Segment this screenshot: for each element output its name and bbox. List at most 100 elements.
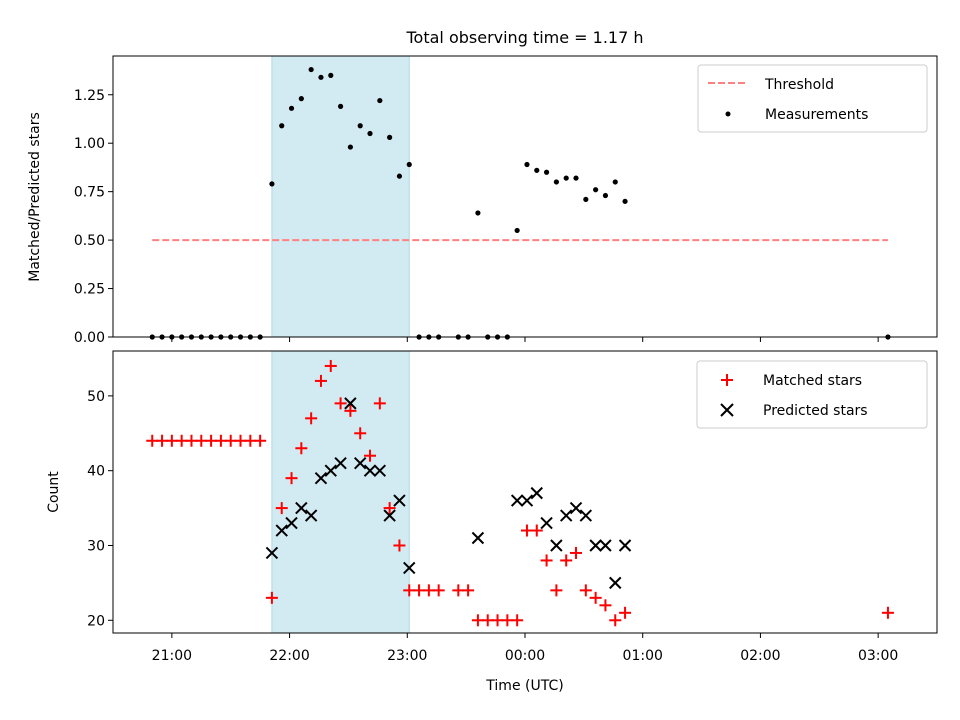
predicted-stars-points	[265, 397, 632, 590]
matched-star-point-20	[344, 404, 357, 417]
measurement-point-13	[279, 123, 285, 129]
bottom-legend-box	[696, 360, 928, 429]
legend-measurement-swatch	[725, 111, 731, 117]
legend-threshold-label: Threshold	[764, 77, 834, 93]
matched-star-point-14	[285, 472, 298, 485]
predicted-star-point-21	[559, 509, 573, 522]
legend-predicted-label: Predicted stars	[763, 403, 868, 419]
top-ytick-label-1_00: 1.00	[74, 136, 105, 152]
measurement-point-41	[563, 175, 569, 181]
matched-star-point-21	[354, 427, 367, 440]
matched-star-point-22	[364, 449, 377, 462]
predicted-star-point-15	[471, 531, 485, 545]
matched-star-point-44	[589, 591, 602, 604]
matched-star-point-42	[570, 546, 583, 559]
predicted-star-point-9	[353, 456, 367, 470]
measurement-point-43	[583, 196, 589, 203]
measurement-point-16	[308, 66, 314, 73]
matched-star-point-36	[511, 614, 524, 627]
measurement-point-15	[298, 96, 304, 102]
matched-star-point-41	[560, 554, 573, 567]
measurement-point-14	[288, 105, 295, 111]
measurement-point-25	[396, 173, 403, 179]
measurement-point-18	[328, 72, 334, 78]
matched-star-point-18	[324, 359, 337, 372]
matched-stars-points	[146, 359, 894, 627]
measurement-point-39	[543, 169, 550, 175]
matched-star-point-48	[881, 606, 894, 619]
measurement-point-17	[318, 74, 324, 80]
matched-star-point-31	[462, 584, 475, 597]
matched-star-point-15	[295, 442, 308, 455]
measurement-point-46	[612, 179, 618, 185]
predicted-star-point-13	[393, 494, 406, 507]
measurement-point-24	[387, 134, 393, 140]
measurement-point-37	[524, 161, 530, 168]
bottom-y-ticks: 20 30 40 50	[87, 389, 113, 629]
predicted-star-point-16	[510, 494, 524, 507]
bottom-x-ticks: 21:00 22:00 23:00 00:00 01:00 02:00 03:00	[152, 633, 898, 664]
predicted-star-point-18	[530, 486, 543, 500]
measurement-point-40	[553, 179, 559, 185]
predicted-star-point-8	[344, 397, 357, 410]
matched-star-point-11	[254, 434, 267, 447]
legend-matched-swatch	[721, 374, 733, 386]
predicted-star-point-14	[403, 561, 416, 575]
matched-star-point-39	[540, 554, 553, 567]
observing-interval-shade-top	[271, 55, 410, 338]
measurement-point-47	[622, 198, 628, 204]
bot-ytick-label-30: 30	[87, 538, 105, 554]
measurement-point-32	[475, 210, 481, 216]
measurement-point-42	[573, 175, 579, 181]
predicted-star-point-10	[363, 464, 377, 477]
matched-star-point-24	[383, 502, 396, 515]
bottom-legend: Matched stars Predicted stars	[696, 360, 928, 429]
matched-star-point-19	[334, 397, 347, 410]
matched-star-point-40	[550, 584, 563, 597]
top-shade-rect	[271, 55, 410, 338]
top-ytick-label-0_00: 0.00	[74, 330, 105, 346]
bot-ytick-label-50: 50	[87, 389, 105, 405]
matched-star-point-38	[530, 524, 543, 537]
top-ytick-label-1_25: 1.25	[74, 88, 105, 104]
xtick-label-0100: 01:00	[623, 648, 663, 664]
predicted-star-point-11	[373, 464, 387, 477]
matched-star-point-29	[432, 584, 445, 597]
predicted-star-point-22	[569, 501, 583, 515]
measurement-point-21	[357, 123, 363, 129]
matched-star-point-16	[305, 412, 318, 425]
xtick-label-0300: 03:00	[858, 648, 898, 664]
bot-ytick-label-40: 40	[87, 464, 105, 480]
xtick-label-0000: 00:00	[505, 648, 545, 664]
predicted-star-point-7	[334, 456, 347, 470]
predicted-star-point-2	[285, 516, 298, 530]
measurement-point-12	[269, 181, 275, 187]
measurement-point-26	[406, 161, 412, 168]
predicted-star-point-19	[540, 516, 553, 530]
predicted-star-point-1	[275, 524, 288, 537]
predicted-star-point-20	[550, 539, 563, 552]
measurement-point-19	[337, 103, 344, 109]
xtick-label-2200: 22:00	[269, 648, 309, 664]
legend-matched-label: Matched stars	[763, 373, 862, 389]
predicted-star-point-25	[599, 539, 612, 552]
top-ytick-label-0_25: 0.25	[74, 282, 105, 298]
matched-star-point-46	[609, 614, 622, 627]
measurement-point-22	[367, 130, 373, 137]
matched-star-point-17	[314, 374, 327, 387]
predicted-star-point-24	[589, 539, 602, 552]
xtick-label-2300: 23:00	[387, 648, 427, 664]
measurement-point-45	[602, 192, 609, 199]
predicted-star-point-0	[265, 546, 279, 560]
bottom-y-axis-label: Count	[46, 471, 62, 513]
predicted-star-point-27	[618, 539, 632, 552]
predicted-star-point-26	[609, 576, 622, 590]
top-ytick-label-0_50: 0.50	[74, 233, 105, 249]
matched-star-point-13	[275, 502, 288, 515]
observing-interval-shade-bottom	[271, 350, 410, 634]
bot-shade-rect	[271, 350, 410, 634]
measurement-point-44	[593, 187, 599, 193]
matched-star-point-47	[619, 606, 632, 619]
predicted-star-point-3	[295, 501, 308, 515]
